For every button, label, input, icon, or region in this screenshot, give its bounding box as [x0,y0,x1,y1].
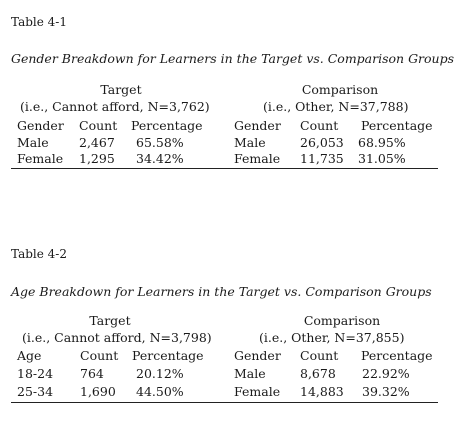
column-header-gender: Gender [234,118,281,133]
comparison-subheader: (i.e., Other, N=37,788) [263,99,409,114]
gender-cell: Male [17,135,49,150]
column-header-count: Count [300,348,339,363]
gender-cell: Female [17,151,64,166]
table-title: Gender Breakdown for Learners in the Tar… [11,51,455,66]
count-cell: 2,467 [79,135,115,150]
target-subheader: (i.e., Cannot afford, N=3,762) [20,99,210,114]
column-header-gender: Gender [234,348,281,363]
count-cell: 14,883 [300,384,344,399]
column-header-count: Count [300,118,339,133]
count-cell: 8,678 [300,366,336,381]
comparison-header: Comparison [303,313,381,328]
column-header-percentage: Percentage [131,118,203,133]
count-cell: 1,690 [80,384,116,399]
table-bottom-rule [11,168,438,169]
gender-cell: Male [234,135,266,150]
gender-cell: Female [234,384,281,399]
percentage-cell: 44.50% [136,384,184,399]
count-cell: 764 [80,366,104,381]
gender-cell: Male [234,366,266,381]
comparison-subheader: (i.e., Other, N=37,855) [259,330,405,345]
percentage-cell: 31.05% [358,151,406,166]
target-header: Target [89,313,131,328]
column-header-age: Age [17,348,42,363]
count-cell: 1,295 [79,151,115,166]
column-header-gender: Gender [17,118,64,133]
column-header-count: Count [80,348,119,363]
gender-cell: Female [234,151,281,166]
age-cell: 25-34 [17,384,54,399]
column-header-count: Count [79,118,118,133]
column-header-percentage: Percentage [361,348,433,363]
age-cell: 18-24 [17,366,54,381]
percentage-cell: 20.12% [136,366,184,381]
table-number: Table 4-2 [11,247,67,261]
count-cell: 26,053 [300,135,344,150]
percentage-cell: 65.58% [136,135,184,150]
percentage-cell: 34.42% [136,151,184,166]
target-header: Target [100,82,142,97]
table-bottom-rule [11,402,438,403]
comparison-header: Comparison [301,82,379,97]
column-header-percentage: Percentage [132,348,204,363]
percentage-cell: 68.95% [358,135,406,150]
column-header-percentage: Percentage [361,118,433,133]
target-subheader: (i.e., Cannot afford, N=3,798) [22,330,212,345]
percentage-cell: 22.92% [362,366,410,381]
table-title: Age Breakdown for Learners in the Target… [11,284,432,299]
count-cell: 11,735 [300,151,344,166]
table-number: Table 4-1 [11,15,67,29]
percentage-cell: 39.32% [362,384,410,399]
